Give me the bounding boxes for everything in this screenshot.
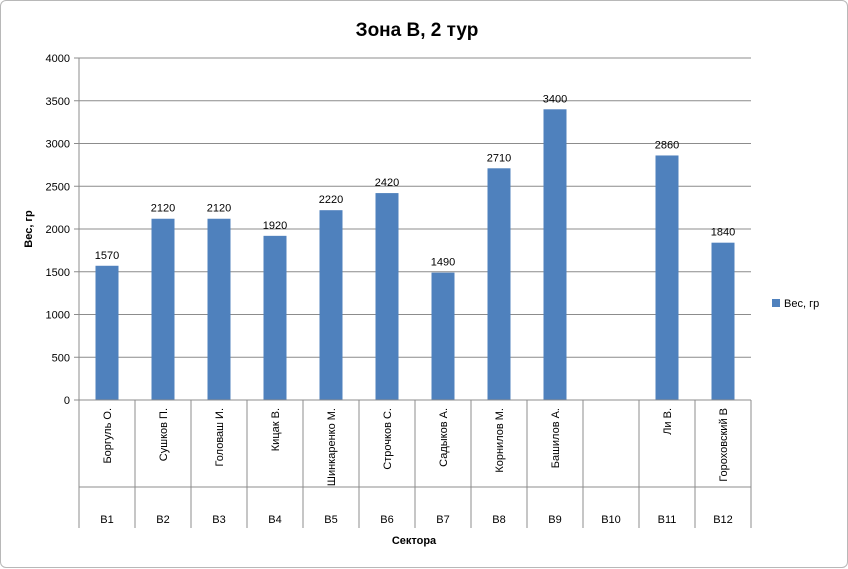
y-tick-label: 500 <box>52 352 70 364</box>
data-labels: 1570 2120 2120 1920 2220 2420 1490 2710 3400 2860… <box>95 93 735 268</box>
y-tick-label: 1500 <box>46 267 70 279</box>
bar <box>263 235 287 400</box>
x-category-label: Ли В. <box>662 408 674 435</box>
x-sector-label: В7 <box>436 514 449 526</box>
y-tick-label: 4000 <box>46 53 70 65</box>
bar <box>95 265 119 400</box>
data-label: 2710 <box>487 152 511 164</box>
x-sector-label: В9 <box>548 514 561 526</box>
data-label: 2860 <box>655 139 679 151</box>
bar <box>655 155 679 400</box>
legend-swatch <box>772 299 780 307</box>
x-category-label: Боргуль О. <box>102 408 114 464</box>
x-sector-label: В10 <box>601 514 621 526</box>
y-tick-label: 3500 <box>46 96 70 108</box>
bar <box>711 242 735 400</box>
y-axis-ticks: 0 500 1000 1500 2000 2500 3000 3500 4000 <box>46 53 79 407</box>
x-sector-label: В12 <box>713 514 733 526</box>
y-tick-label: 3000 <box>46 139 70 151</box>
x-category-label: Сушков П. <box>158 408 170 461</box>
data-label: 1920 <box>263 220 287 232</box>
gridlines <box>79 57 751 358</box>
x-sector-label: В4 <box>268 514 281 526</box>
x-sector-label: В8 <box>492 514 505 526</box>
y-tick-label: 2000 <box>46 224 70 236</box>
bar <box>207 218 231 400</box>
legend-label: Вес, гр <box>784 298 819 310</box>
x-category-label: Гороховский В <box>718 408 730 482</box>
data-label: 2120 <box>151 203 175 215</box>
bar <box>431 272 455 400</box>
data-label: 3400 <box>543 93 567 105</box>
data-label: 1840 <box>711 227 735 239</box>
bars <box>95 109 735 401</box>
bar <box>543 109 567 401</box>
data-label: 1490 <box>431 257 455 269</box>
y-tick-label: 1000 <box>46 310 70 322</box>
axes <box>74 58 752 528</box>
x-axis-title: Сектора <box>392 535 437 547</box>
x-sector-label: В1 <box>100 514 113 526</box>
chart-title: Зона В, 2 тур <box>356 20 479 41</box>
y-tick-label: 0 <box>64 395 70 407</box>
y-tick-label: 2500 <box>46 181 70 193</box>
x-category-label: Башилов А. <box>550 408 562 468</box>
x-sector-label: В11 <box>658 514 677 526</box>
bar <box>319 210 343 400</box>
data-label: 2420 <box>375 177 399 189</box>
bar <box>151 218 175 400</box>
x-axis-categories: Боргуль О. В1 Сушков П. В2 Головаш И. В3 Кицак… <box>100 408 733 526</box>
x-category-label: Шинкаренко М. <box>326 408 338 486</box>
x-sector-label: В5 <box>324 514 337 526</box>
x-category-label: Корнилов М. <box>494 408 506 473</box>
x-category-label: Головаш И. <box>214 408 226 466</box>
x-sector-label: В3 <box>212 514 225 526</box>
x-sector-label: В6 <box>380 514 393 526</box>
x-category-label: Кицак В. <box>270 408 282 451</box>
legend: Вес, гр <box>772 298 819 310</box>
bar <box>487 168 511 400</box>
x-category-label: Садыков А. <box>438 408 450 467</box>
x-category-label: Строчков С. <box>382 408 394 470</box>
y-axis-title: Вес, гр <box>23 210 35 248</box>
data-label: 2120 <box>207 203 231 215</box>
data-label: 1570 <box>95 250 119 262</box>
x-sector-label: В2 <box>156 514 169 526</box>
bar <box>375 193 399 400</box>
data-label: 2220 <box>319 194 343 206</box>
